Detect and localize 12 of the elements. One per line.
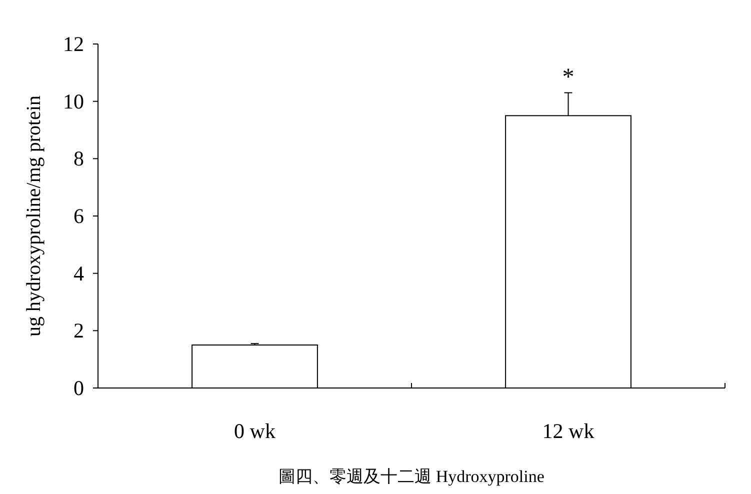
x-tick-label: 12 wk xyxy=(542,419,595,443)
y-tick-label: 10 xyxy=(63,89,84,114)
y-tick-label: 6 xyxy=(74,204,84,228)
y-tick-label: 4 xyxy=(74,261,84,286)
y-tick-label: 0 xyxy=(74,376,84,400)
y-axis-title: ug hydroxyproline/mg protein xyxy=(23,95,45,337)
text: 圖四、零週及十二週 Hydroxyproline xyxy=(278,467,544,486)
annotation: * xyxy=(562,64,574,91)
x-tick-label: 0 wk xyxy=(234,419,276,443)
y-tick-label: 2 xyxy=(74,318,84,343)
y-tick-label: 8 xyxy=(74,146,84,171)
y-tick-label: 12 xyxy=(63,32,84,56)
